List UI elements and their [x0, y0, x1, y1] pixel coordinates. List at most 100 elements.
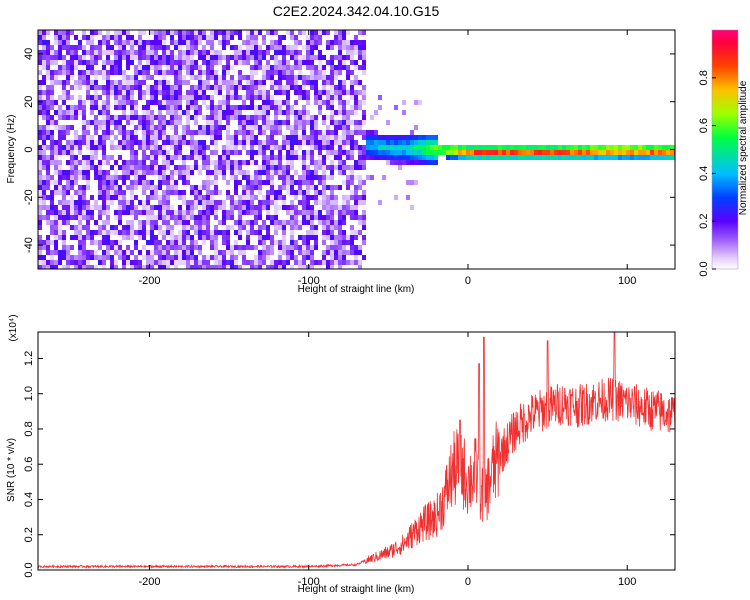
- spectrogram-cell: [170, 240, 174, 245]
- spectrogram-cell: [238, 245, 242, 250]
- spectrogram-cell: [146, 60, 150, 65]
- spectrogram-cell: [50, 55, 54, 60]
- spectrogram-cell: [154, 250, 158, 255]
- spectrogram-cell: [194, 225, 198, 230]
- spectrogram-cell: [62, 125, 66, 130]
- spectrogram-cell: [278, 75, 282, 80]
- spectrogram-cell: [190, 90, 194, 95]
- spectrogram-cell: [58, 260, 62, 265]
- spectrogram-cell: [210, 120, 214, 125]
- spectrogram-cell: [670, 150, 674, 155]
- spectrogram-cell: [82, 265, 86, 269]
- spectrogram-cell: [190, 140, 194, 145]
- spectrogram-cell: [206, 85, 210, 90]
- spectrogram-cell: [290, 175, 294, 180]
- spectrogram-cell: [578, 150, 582, 155]
- spectrogram-cell: [38, 130, 42, 135]
- spectrogram-cell: [338, 145, 342, 150]
- spectrogram-cell: [346, 90, 350, 95]
- spectrogram-cell: [178, 55, 182, 60]
- spectrogram-cell: [250, 150, 254, 155]
- spectrogram-cell: [54, 180, 58, 185]
- spectrogram-cell: [662, 155, 666, 160]
- spectrogram-cell: [354, 140, 358, 145]
- spectrogram-cell: [78, 85, 82, 90]
- spectrogram-cell: [294, 150, 298, 155]
- spectrogram-cell: [102, 175, 106, 180]
- spectrogram-cell: [66, 160, 70, 165]
- spectrogram-cell: [114, 120, 118, 125]
- spectrogram-cell: [398, 160, 402, 165]
- spectrogram-cell: [358, 200, 362, 205]
- spectrogram-cell: [274, 190, 278, 195]
- spectrogram-cell: [354, 145, 358, 150]
- spectrogram-cell: [314, 55, 318, 60]
- spectrogram-cell: [414, 150, 418, 155]
- spectrogram-cell: [186, 215, 190, 220]
- spectrogram-cell: [318, 35, 322, 40]
- spectrogram-cell: [458, 155, 462, 160]
- spectrogram-cell: [298, 50, 302, 55]
- spectrogram-cell: [126, 50, 130, 55]
- spectrogram-cell: [250, 70, 254, 75]
- spectrogram-cell: [74, 60, 78, 65]
- spectrogram-cell: [342, 240, 346, 245]
- spectrogram-cell: [306, 100, 310, 105]
- spectrogram-cell: [250, 155, 254, 160]
- spectrogram-cell: [210, 70, 214, 75]
- spectrogram-cell: [218, 190, 222, 195]
- spectrogram-cell: [98, 30, 102, 35]
- spectrogram-cell: [306, 180, 310, 185]
- spectrogram-cell: [122, 260, 126, 265]
- spectrogram-cell: [530, 150, 534, 155]
- spectrogram-cell: [374, 135, 378, 140]
- spectrogram-cell: [218, 135, 222, 140]
- spectrogram-cell: [194, 110, 198, 115]
- spectrogram-cell: [278, 120, 282, 125]
- spectrogram-cell: [294, 90, 298, 95]
- spectrogram-cell: [310, 255, 314, 260]
- spectrogram-cell: [86, 210, 90, 215]
- spectrogram-cell: [386, 120, 390, 125]
- spectrogram-cell: [118, 55, 122, 60]
- spectrogram-cell: [46, 160, 50, 165]
- spectrogram-cell: [182, 175, 186, 180]
- spectrogram-cell: [194, 185, 198, 190]
- spectrogram-cell: [166, 150, 170, 155]
- spectrogram-cell: [266, 45, 270, 50]
- spectrogram-cell: [338, 30, 342, 35]
- spectrogram-cell: [50, 140, 54, 145]
- spectrogram-cell: [246, 205, 250, 210]
- spectrogram-cell: [246, 75, 250, 80]
- spectrogram-cell: [62, 185, 66, 190]
- spectrogram-cell: [638, 145, 642, 150]
- spectrogram-cell: [362, 60, 366, 65]
- spectrogram-cell: [190, 235, 194, 240]
- spectrogram-cell: [426, 135, 430, 140]
- spectrogram-cell: [46, 60, 50, 65]
- spectrogram-cell: [218, 165, 222, 170]
- spectrogram-cell: [162, 35, 166, 40]
- x-tick-label: -200: [138, 576, 160, 588]
- spectrogram-cell: [270, 200, 274, 205]
- spectrogram-cell: [510, 150, 514, 155]
- spectrogram-cell: [234, 185, 238, 190]
- spectrogram-cell: [254, 185, 258, 190]
- spectrogram-cell: [310, 260, 314, 265]
- spectrogram-cell: [270, 30, 274, 35]
- spectrogram-cell: [270, 105, 274, 110]
- spectrogram-cell: [202, 85, 206, 90]
- spectrogram-cell: [174, 210, 178, 215]
- spectrogram-cell: [266, 235, 270, 240]
- spectrogram-cell: [386, 160, 390, 165]
- spectrogram-cell: [130, 75, 134, 80]
- spectrogram-cell: [42, 95, 46, 100]
- spectrogram-cell: [62, 190, 66, 195]
- spectrogram-cell: [334, 30, 338, 35]
- spectrogram-cell: [230, 85, 234, 90]
- spectrogram-cell: [294, 220, 298, 225]
- spectrogram-cell: [266, 125, 270, 130]
- spectrogram-cell: [446, 155, 450, 160]
- spectrogram-cell: [298, 155, 302, 160]
- spectrogram-cell: [150, 195, 154, 200]
